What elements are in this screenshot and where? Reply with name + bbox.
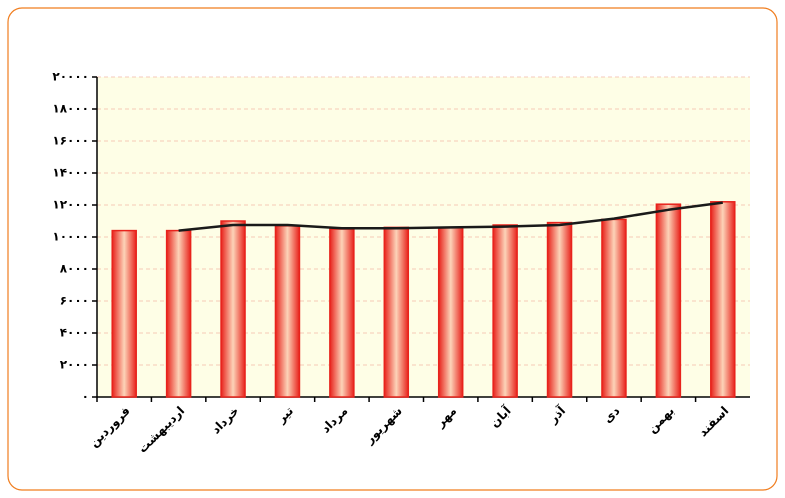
y-tick-label: ۱۲۰۰۰	[52, 198, 89, 212]
bar	[492, 224, 518, 398]
x-tick-label: تیر	[274, 404, 297, 427]
x-tick-label: فروردین	[87, 404, 134, 451]
y-tick-label: ۱۸۰۰۰	[52, 102, 89, 116]
y-tick-label: ۸۰۰۰	[60, 262, 89, 276]
trend-line	[178, 201, 723, 232]
bar	[220, 220, 246, 398]
bar	[383, 226, 410, 398]
bar	[165, 229, 192, 398]
x-tick-label: آذر	[545, 402, 569, 426]
y-tick-label: ۱۶۰۰۰	[52, 134, 89, 148]
x-tick-label: خرداد	[209, 404, 242, 437]
x-tick-label: اردیبهشت	[135, 404, 187, 456]
bar	[329, 228, 355, 398]
frame	[7, 7, 778, 491]
y-tick-label: ۲۰۰۰۰	[52, 70, 89, 84]
bar	[111, 229, 137, 398]
bar	[437, 226, 464, 398]
bar	[546, 221, 573, 398]
x-tick-label: بهمن	[645, 404, 677, 436]
bar	[655, 203, 682, 398]
x-tick-label: آبان	[487, 402, 515, 430]
x-tick-label: دی	[601, 404, 623, 426]
y-tick-label: ۱۴۰۰۰	[52, 166, 89, 180]
x-tick-label: مرداد	[318, 404, 350, 436]
bar	[274, 225, 301, 398]
y-tick-label: ۴۰۰۰	[60, 326, 89, 340]
y-tick-label: ۲۰۰۰	[60, 358, 89, 372]
y-tick-label: ۶۰۰۰	[60, 294, 89, 308]
bar	[601, 218, 627, 398]
y-tick-label: ۰	[82, 390, 89, 404]
x-tick-label: مهر	[433, 404, 460, 431]
x-tick-label: اسفند	[696, 404, 732, 440]
x-tick-label: شهریور	[362, 404, 406, 448]
bar	[710, 201, 736, 398]
y-tick-label: ۱۰۰۰۰	[52, 230, 89, 244]
